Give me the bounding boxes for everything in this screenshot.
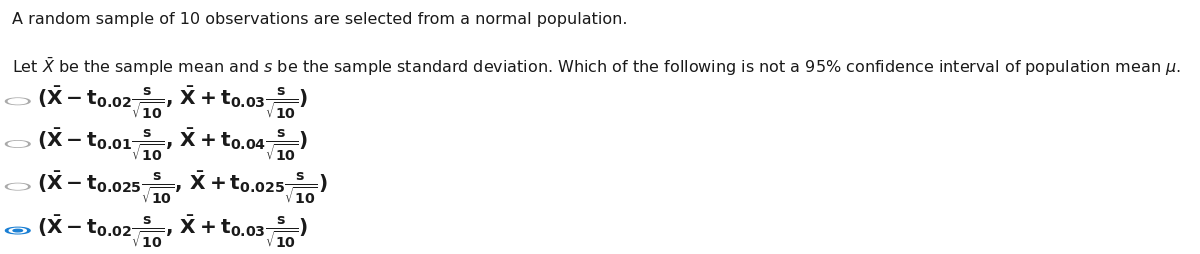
Circle shape xyxy=(10,228,26,233)
Text: Let $\bar{X}$ be the sample mean and $s$ be the sample standard deviation. Which: Let $\bar{X}$ be the sample mean and $s$… xyxy=(12,56,1181,78)
Circle shape xyxy=(6,227,30,234)
Circle shape xyxy=(6,99,30,105)
Text: $\mathbf{(\bar{X} - t_{0.02}\frac{s}{\sqrt{10}},\, \bar{X} + t_{0.03}\frac{s}{\s: $\mathbf{(\bar{X} - t_{0.02}\frac{s}{\sq… xyxy=(37,84,308,120)
Circle shape xyxy=(8,184,28,189)
Circle shape xyxy=(8,142,28,147)
Text: A random sample of 10 observations are selected from a normal population.: A random sample of 10 observations are s… xyxy=(12,12,628,27)
Circle shape xyxy=(8,99,28,104)
Text: $\mathbf{(\bar{X} - t_{0.02}\frac{s}{\sqrt{10}},\, \bar{X} + t_{0.03}\frac{s}{\s: $\mathbf{(\bar{X} - t_{0.02}\frac{s}{\sq… xyxy=(37,212,308,249)
Text: $\mathbf{(\bar{X} - t_{0.01}\frac{s}{\sqrt{10}},\, \bar{X} + t_{0.04}\frac{s}{\s: $\mathbf{(\bar{X} - t_{0.01}\frac{s}{\sq… xyxy=(37,126,308,163)
Circle shape xyxy=(13,229,23,232)
Circle shape xyxy=(6,184,30,190)
Circle shape xyxy=(6,141,30,148)
Text: $\mathbf{(\bar{X} - t_{0.025}\frac{s}{\sqrt{10}},\, \bar{X} + t_{0.025}\frac{s}{: $\mathbf{(\bar{X} - t_{0.025}\frac{s}{\s… xyxy=(37,169,328,205)
